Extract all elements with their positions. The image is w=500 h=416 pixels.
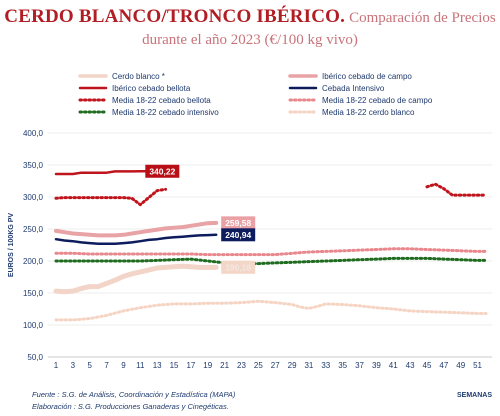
legend-entry: Media 18-22 cebado de campo: [322, 96, 433, 105]
series-line-8: [54, 299, 488, 322]
legend-entry: Media 18-22 cebado bellota: [112, 96, 211, 105]
y-tick-label: 250,0: [23, 225, 44, 234]
value-label-box: [145, 164, 180, 178]
x-tick-label: 13: [153, 361, 162, 370]
legend-entry: Cebada Intensivo: [322, 84, 385, 93]
y-tick-label: 100,0: [23, 321, 44, 330]
x-tick-label: 1: [54, 361, 59, 370]
value-label: 340,22: [149, 166, 175, 176]
legend-entry: Media 18-22 cebado intensivo: [112, 108, 219, 117]
legend-entry: Ibérico cebado bellota: [112, 84, 191, 93]
x-tick-label: 45: [423, 361, 432, 370]
x-tick-label: 17: [186, 361, 195, 370]
chart-title-main: CERDO BLANCO/TRONCO IBÉRICO.: [4, 6, 346, 27]
series-line-3: [54, 170, 150, 176]
value-label-box: [221, 228, 256, 242]
legend-entry: Media 18-22 cerdo blanco: [322, 108, 415, 117]
x-tick-label: 33: [321, 361, 330, 370]
x-tick-label: 5: [87, 361, 92, 370]
value-label: 190,16: [225, 262, 251, 272]
x-tick-label: 47: [439, 361, 448, 370]
series-line-5: [425, 182, 488, 197]
x-tick-label: 7: [104, 361, 109, 370]
y-tick-label: 350,0: [23, 161, 44, 170]
value-label-box: [221, 260, 256, 274]
series-line-2: [54, 220, 219, 238]
chart-title-sub-inline: Comparación de Precios: [349, 10, 496, 26]
x-tick-label: 25: [254, 361, 263, 370]
x-tick-label: 41: [389, 361, 398, 370]
legend-entry: Cerdo blanco *: [112, 72, 165, 81]
value-label: 259,58: [225, 218, 251, 228]
x-tick-label: 51: [473, 361, 482, 370]
legend-entry: Ibérico cebado de campo: [322, 72, 412, 81]
x-tick-label: 29: [288, 361, 297, 370]
series-line-6: [54, 247, 488, 257]
x-tick-label: 35: [338, 361, 347, 370]
y-tick-label: 400,0: [23, 129, 44, 138]
x-tick-label: 27: [271, 361, 280, 370]
chart-title: CERDO BLANCO/TRONCO IBÉRICO. Comparación…: [0, 6, 500, 51]
x-axis-label: SEMANAS: [457, 392, 492, 399]
series-line-5: [54, 187, 168, 207]
y-tick-label: 300,0: [23, 193, 44, 202]
series-line-7: [54, 256, 488, 266]
chart-title-sub-line2: durante el año 2023 (€/100 kg vivo): [142, 32, 358, 48]
x-tick-label: 21: [220, 361, 229, 370]
x-tick-label: 9: [121, 361, 126, 370]
series-line-1: [53, 263, 219, 295]
x-tick-label: 31: [304, 361, 313, 370]
x-tick-label: 15: [170, 361, 179, 370]
y-axis-label: EUROS / 100KG PV: [8, 213, 15, 278]
x-tick-label: 37: [355, 361, 364, 370]
x-tick-label: 49: [456, 361, 465, 370]
x-tick-label: 43: [406, 361, 415, 370]
value-label-box: [221, 216, 256, 230]
y-tick-label: 150,0: [23, 289, 44, 298]
x-tick-label: 23: [237, 361, 246, 370]
y-tick-label: 50,0: [27, 353, 43, 362]
x-tick-label: 39: [372, 361, 381, 370]
footer-source: Fuente : S.G. de Análisis, Coordinación …: [32, 390, 236, 399]
footer-elaboration: Elaboración : S.G. Producciones Ganadera…: [32, 402, 229, 411]
y-tick-label: 200,0: [23, 257, 44, 266]
x-tick-label: 19: [203, 361, 212, 370]
value-label: 240,94: [225, 230, 251, 240]
x-tick-label: 3: [71, 361, 76, 370]
x-tick-label: 11: [136, 361, 145, 370]
series-line-4: [54, 233, 218, 245]
